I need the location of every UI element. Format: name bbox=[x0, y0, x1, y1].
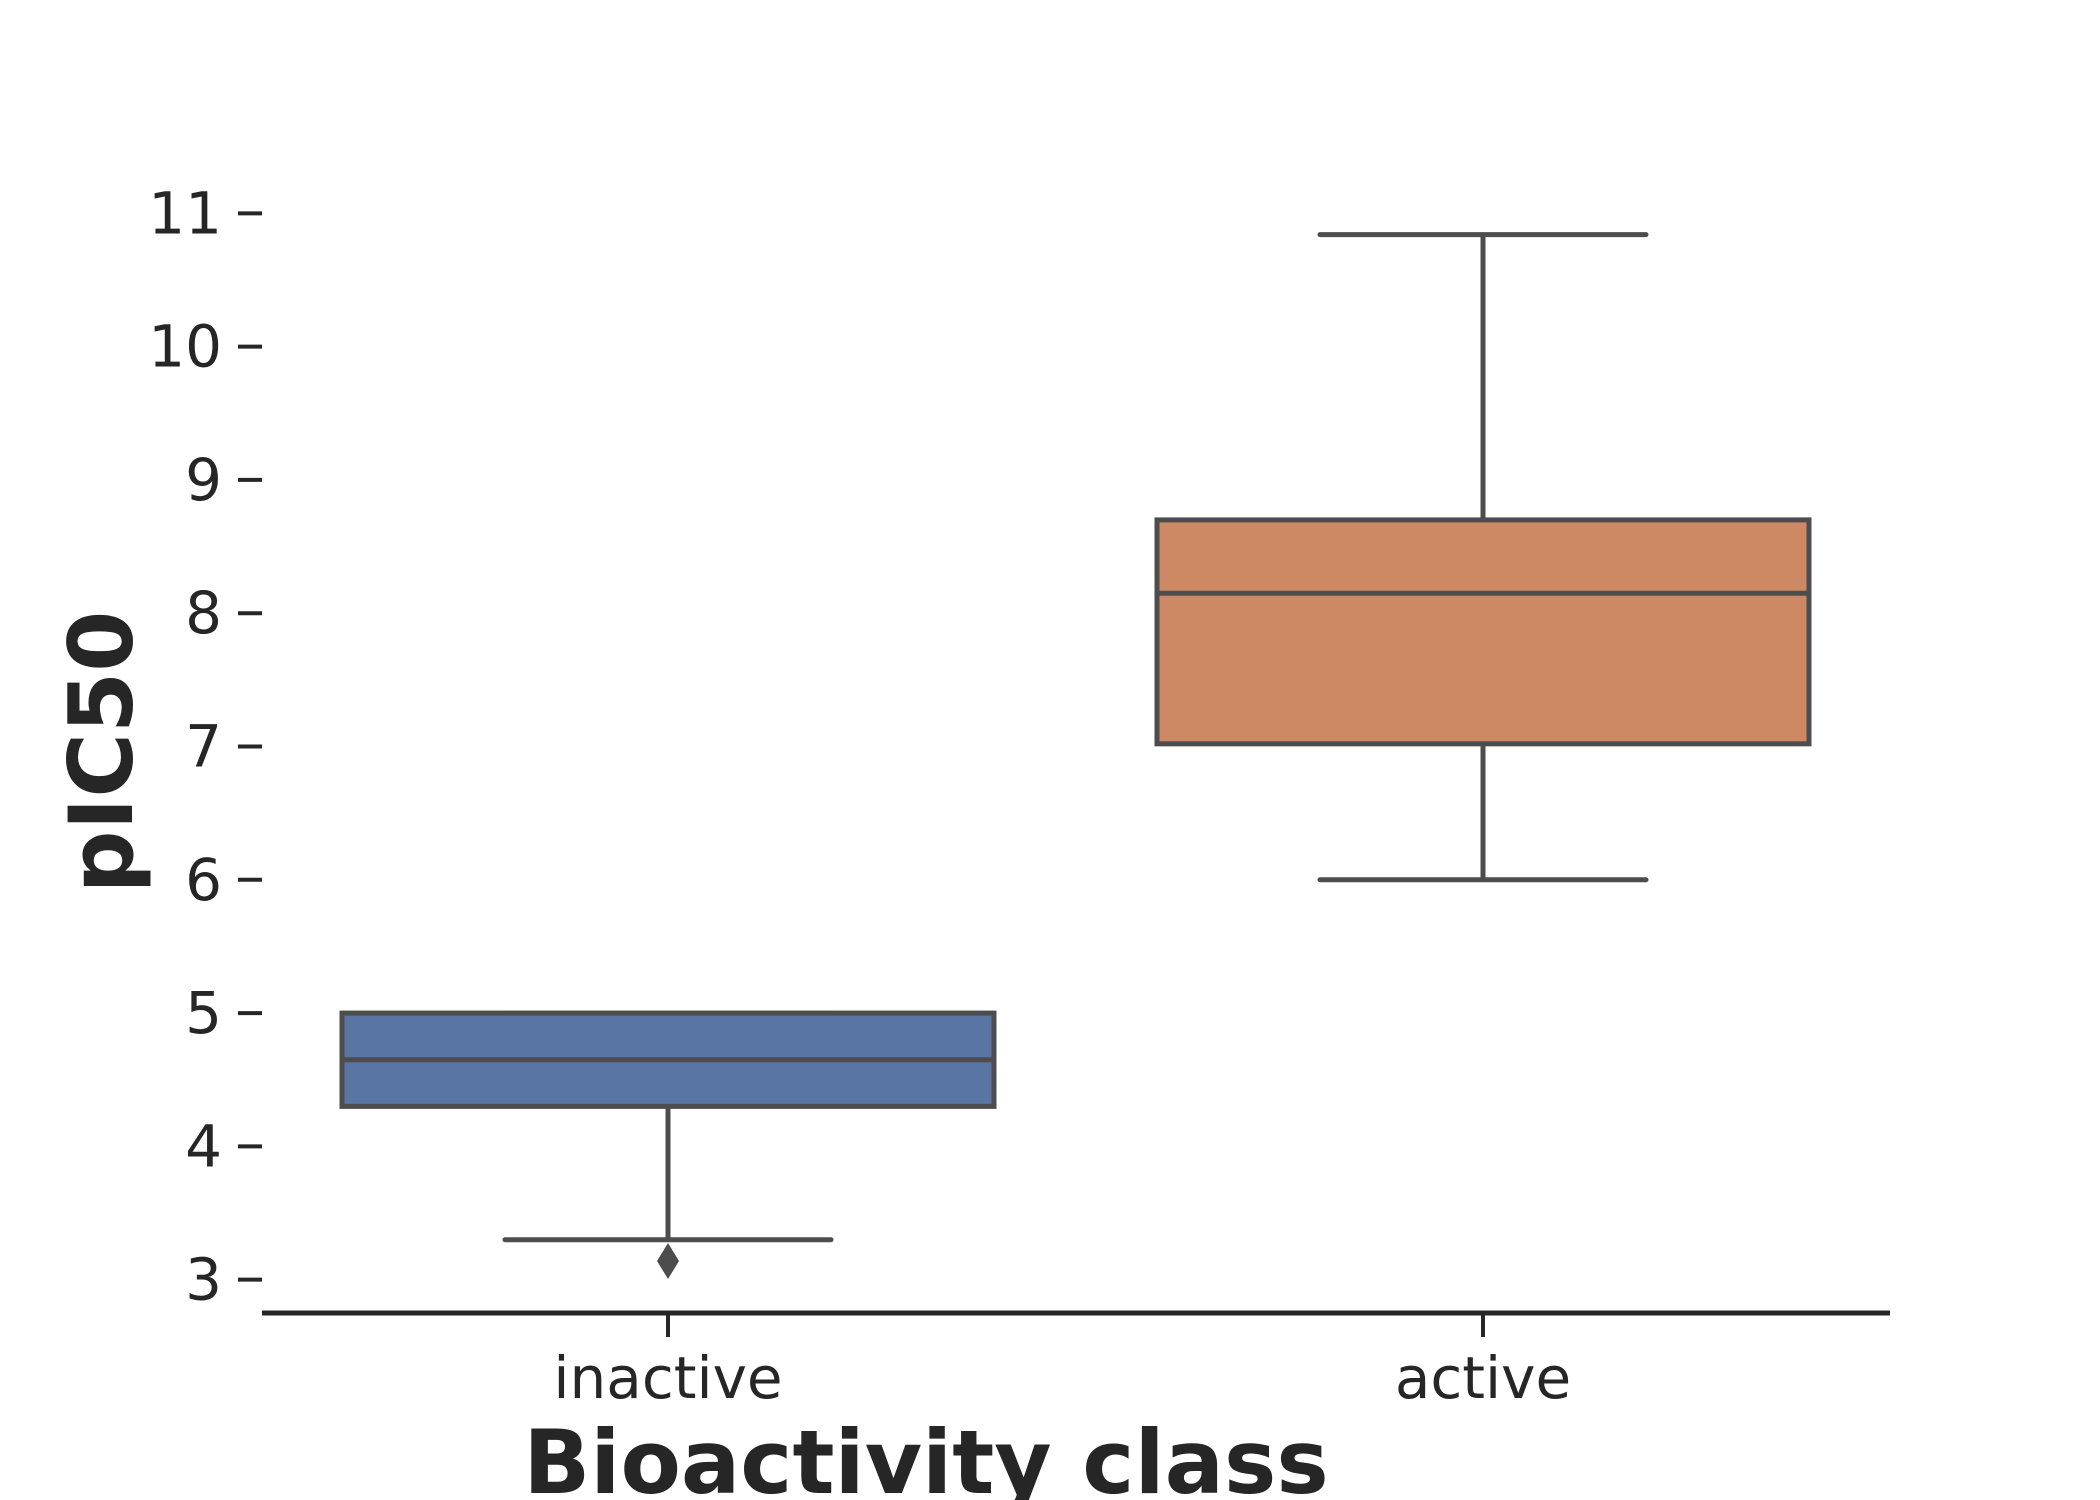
y-tick-label: 3 bbox=[185, 1246, 222, 1314]
y-tick-label: 7 bbox=[185, 713, 222, 781]
y-tick-label: 4 bbox=[185, 1112, 222, 1180]
y-axis-title: pIC50 bbox=[50, 611, 153, 894]
y-axis: 3 4 5 6 7 8 9 10 11 bbox=[148, 179, 262, 1314]
x-axis-title: Bioactivity class bbox=[523, 1411, 1329, 1500]
box-inactive bbox=[339, 1010, 997, 1280]
y-tick-label: 8 bbox=[185, 579, 222, 647]
box-iqr bbox=[1154, 517, 1812, 747]
outlier-point bbox=[657, 1243, 679, 1280]
y-tick-label: 11 bbox=[148, 179, 222, 247]
box-active bbox=[1154, 232, 1812, 883]
x-tick-label: active bbox=[1395, 1344, 1571, 1412]
plot-area bbox=[339, 232, 1812, 1280]
x-axis: inactive active bbox=[553, 1313, 1571, 1412]
y-tick-label: 5 bbox=[185, 979, 222, 1047]
x-tick-label: inactive bbox=[553, 1344, 782, 1412]
y-tick-label: 9 bbox=[185, 446, 222, 514]
y-tick-label: 6 bbox=[185, 846, 222, 914]
y-tick-label: 10 bbox=[148, 313, 222, 381]
